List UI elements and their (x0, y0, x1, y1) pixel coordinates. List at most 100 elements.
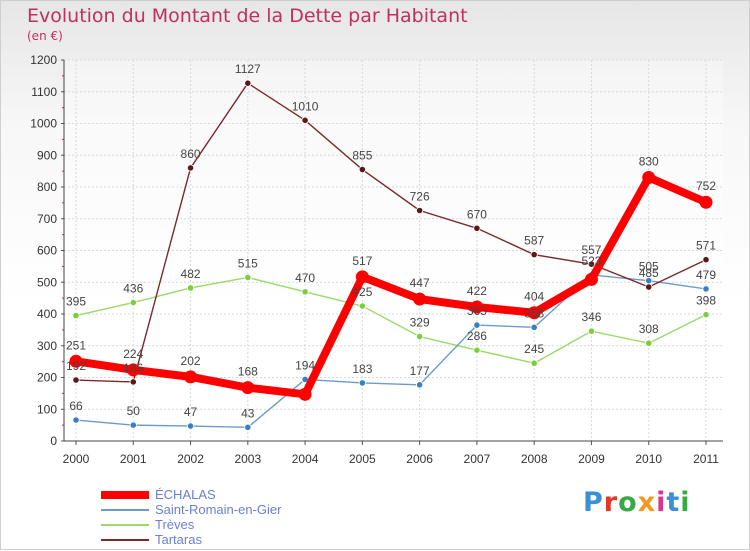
y-tick-label: 600 (37, 244, 57, 258)
data-point (186, 422, 195, 430)
data-point (699, 195, 713, 209)
data-point (244, 79, 252, 87)
data-point (72, 376, 80, 384)
data-label: 422 (467, 284, 487, 298)
data-label: 358 (524, 306, 544, 320)
data-point (72, 416, 80, 424)
legend-label-saint-romain: Saint-Romain-en-Gier (155, 502, 282, 517)
logo-letter: i (680, 487, 691, 518)
legend-swatch-echalas (101, 490, 149, 499)
data-label: 752 (696, 179, 716, 193)
x-tick-label: 2004 (292, 452, 319, 466)
logo-letter: t (666, 487, 681, 518)
data-label: 395 (66, 295, 86, 309)
data-label: 860 (181, 147, 201, 161)
data-point (301, 288, 309, 296)
data-label: 346 (581, 310, 601, 324)
data-label: 482 (181, 267, 201, 281)
data-point (129, 298, 137, 307)
data-point (702, 256, 710, 264)
data-label: 470 (295, 271, 315, 285)
data-point (129, 421, 137, 429)
data-label: 286 (467, 329, 487, 343)
data-label: 571 (696, 239, 716, 253)
data-point (587, 260, 596, 268)
data-point (126, 363, 140, 377)
chart-title: Evolution du Montant de la Dette par Hab… (27, 5, 468, 27)
data-point (358, 379, 366, 387)
data-label: 517 (352, 254, 372, 268)
data-label: 365 (467, 304, 487, 318)
data-point (72, 311, 80, 320)
y-tick-label: 900 (37, 148, 57, 162)
data-point (298, 387, 312, 401)
data-label: 177 (410, 364, 430, 378)
data-label: 224 (123, 347, 143, 361)
data-point (470, 300, 484, 314)
logo-letter: i (656, 487, 667, 518)
series-line-2 (75, 276, 707, 364)
data-point (301, 116, 309, 124)
data-label: 47 (184, 405, 198, 419)
data-point (473, 224, 481, 232)
data-label: 186 (123, 361, 143, 375)
data-label: 515 (238, 256, 258, 270)
data-point (186, 284, 195, 292)
data-point (413, 292, 427, 306)
x-tick-label: 2006 (406, 452, 433, 466)
data-label: 523 (581, 254, 601, 268)
y-tick-label: 200 (37, 371, 57, 385)
legend-item-tartaras: Tartaras (101, 532, 281, 547)
x-tick-label: 2001 (120, 452, 147, 466)
data-point (642, 170, 656, 184)
data-label: 202 (181, 354, 201, 368)
data-label: 830 (639, 154, 659, 168)
data-label: 66 (69, 399, 83, 413)
data-point (416, 332, 424, 341)
data-label: 398 (696, 294, 716, 308)
y-tick-label: 800 (37, 180, 57, 194)
y-tick-label: 0 (50, 434, 57, 448)
chart-unit: (en €) (27, 29, 63, 43)
legend-item-treves: Trèves (101, 517, 281, 532)
data-point (530, 251, 538, 259)
data-label: 447 (410, 276, 430, 290)
data-point (584, 272, 598, 286)
data-point (473, 321, 481, 329)
data-label: 855 (352, 149, 372, 163)
data-label: 670 (467, 207, 487, 221)
data-point (184, 370, 198, 384)
logo-letter: x (637, 487, 657, 518)
data-label: 557 (581, 243, 601, 257)
data-point (530, 359, 538, 367)
data-label: 479 (696, 268, 716, 282)
data-label: 1010 (292, 99, 319, 113)
data-point (69, 354, 83, 368)
legend-item-echalas: ÉCHALAS (101, 487, 281, 502)
data-label: 183 (352, 362, 372, 376)
series-line-0 (72, 173, 710, 399)
data-point (645, 283, 653, 291)
logo-letter: o (618, 487, 638, 518)
x-tick-label: 2011 (693, 452, 719, 466)
x-tick-label: 2003 (234, 452, 261, 466)
data-label: 425 (352, 285, 372, 299)
data-point (358, 165, 366, 174)
data-label: 194 (295, 358, 315, 372)
legend-swatch-treves (101, 523, 149, 526)
y-tick-label: 1100 (31, 85, 57, 99)
data-point (244, 423, 252, 431)
legend-label-tartaras: Tartaras (155, 532, 202, 547)
data-label: 192 (66, 359, 86, 373)
data-label: 50 (127, 404, 141, 418)
x-tick-label: 2009 (578, 452, 605, 466)
x-tick-label: 2000 (63, 452, 90, 466)
data-label: 505 (639, 260, 659, 274)
logo-letter: P (583, 487, 604, 518)
data-label: 436 (123, 282, 143, 296)
data-label: 245 (524, 342, 544, 356)
logo-letter: r (603, 487, 619, 518)
y-tick-label: 1000 (30, 117, 57, 131)
data-label: 587 (524, 234, 544, 248)
